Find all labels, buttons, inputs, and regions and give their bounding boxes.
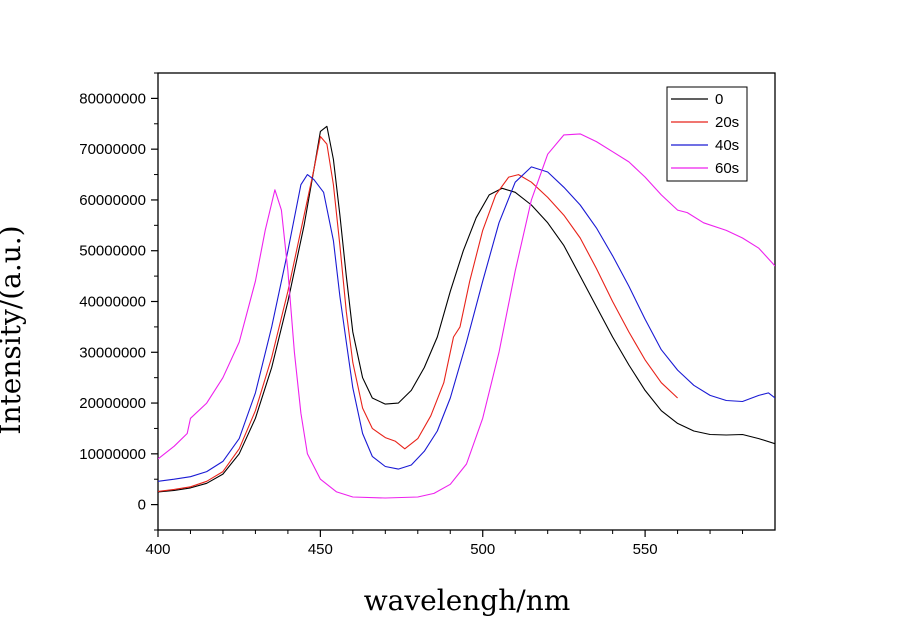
y-tick-label: 70000000: [79, 141, 146, 158]
series-line-0: [158, 125, 775, 493]
y-tick-label: 10000000: [79, 446, 146, 463]
series-line-60s: [158, 133, 775, 499]
y-axis-title: Intensity/(a.u.): [0, 225, 27, 434]
y-tick-label: 40000000: [79, 294, 146, 311]
y-tick-label: 0: [138, 497, 146, 514]
x-tick-label: 400: [145, 541, 170, 558]
legend-label: 20s: [715, 114, 739, 131]
legend-label: 60s: [715, 160, 739, 177]
y-tick-label: 30000000: [79, 344, 146, 361]
y-tick-label: 20000000: [79, 395, 146, 412]
x-axis-title: wavelengh/nm: [364, 584, 571, 617]
legend-box: [666, 86, 748, 182]
legend-label: 0: [715, 91, 723, 108]
series-lines: [158, 125, 775, 499]
x-tick-label: 500: [470, 541, 495, 558]
y-tick-label: 50000000: [79, 243, 146, 260]
x-axis-ticks: 400 450 500 550: [145, 530, 744, 558]
legend-label: 40s: [715, 137, 739, 154]
y-tick-label: 80000000: [79, 90, 146, 107]
series-line-40s: [158, 166, 775, 482]
series-line-20s: [158, 135, 678, 492]
x-tick-label: 450: [308, 541, 333, 558]
legend: 0 20s 40s 60s: [666, 86, 748, 182]
y-tick-label: 60000000: [79, 192, 146, 209]
x-tick-label: 550: [633, 541, 658, 558]
y-axis-ticks: 0 10000000 20000000 30000000 40000000 5000000…: [79, 72, 158, 531]
